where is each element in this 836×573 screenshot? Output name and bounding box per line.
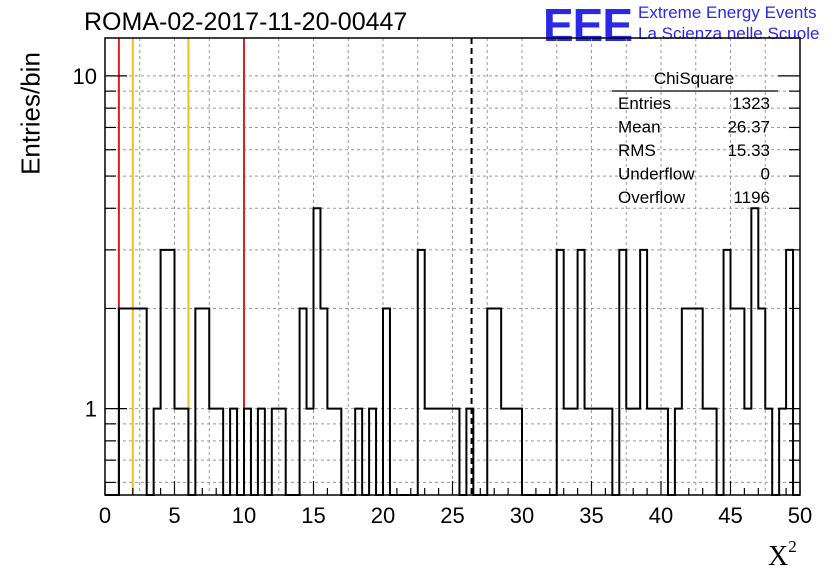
histogram-bin <box>383 308 390 495</box>
eee-logo: EEE <box>543 0 633 51</box>
grid-lines <box>105 38 800 495</box>
histogram-bin <box>682 308 689 495</box>
stats-label: RMS <box>618 141 656 160</box>
x-tick-label: 0 <box>99 503 111 528</box>
histogram-bin <box>557 250 564 495</box>
histogram-bin <box>758 308 765 495</box>
histogram-bin <box>737 308 744 495</box>
chart-title: ROMA-02-2017-11-20-00447 <box>84 8 408 36</box>
x-tick-label: 50 <box>788 503 812 528</box>
histogram-bin <box>119 308 126 495</box>
histogram-bin <box>140 308 147 495</box>
histogram-bin <box>751 208 758 495</box>
stats-value: 15.33 <box>727 141 770 160</box>
histogram-bin <box>640 250 647 495</box>
histogram-bin <box>786 250 793 495</box>
tick-labels: 0 5 10 15 20 25 30 35 40 45 50 1 10 <box>73 64 813 528</box>
histogram-bin <box>168 250 175 495</box>
x-tick-label: 10 <box>232 503 256 528</box>
histogram-bin <box>161 250 168 495</box>
y-tick-label: 10 <box>73 64 97 89</box>
x-axis-label: X2 <box>768 537 797 572</box>
stats-label: Mean <box>618 118 661 137</box>
x-tick-label: 45 <box>718 503 742 528</box>
stats-label: Underflow <box>618 165 695 184</box>
axis-ticks <box>104 75 801 495</box>
histogram-bin <box>487 308 494 495</box>
histogram-bin <box>494 308 501 495</box>
stats-value: 1323 <box>732 94 770 113</box>
stats-label: Entries <box>618 94 671 113</box>
histogram-bin <box>418 250 425 495</box>
histogram-bin <box>314 208 321 495</box>
logo-line-1: Extreme Energy Events <box>638 3 817 22</box>
x-tick-label: 35 <box>579 503 603 528</box>
histogram-bin <box>696 308 703 495</box>
y-tick-label: 1 <box>85 397 97 422</box>
histogram-bin <box>133 308 140 495</box>
histogram-bin <box>619 250 626 495</box>
x-tick-label: 30 <box>510 503 534 528</box>
histogram-bin <box>578 250 585 495</box>
histogram-bin <box>320 308 327 495</box>
histogram-bin <box>126 308 133 495</box>
histogram-bin <box>195 308 202 495</box>
x-tick-label: 5 <box>168 503 180 528</box>
x-tick-label: 15 <box>301 503 325 528</box>
stats-label: Overflow <box>618 188 686 207</box>
stats-value: 1196 <box>733 188 770 207</box>
stats-title: ChiSquare <box>654 69 734 88</box>
histogram-bin <box>300 308 307 495</box>
histogram-bin <box>731 308 738 495</box>
x-tick-label: 20 <box>371 503 395 528</box>
histogram-bin <box>689 308 696 495</box>
stats-value: 0 <box>761 165 770 184</box>
x-tick-label: 40 <box>649 503 673 528</box>
histogram-bin <box>202 308 209 495</box>
stats-box: ChiSquare Entries 1323 Mean 26.37 RMS 15.33 Und… <box>612 69 778 207</box>
stats-value: 26.37 <box>727 118 770 137</box>
x-tick-label: 25 <box>440 503 464 528</box>
histogram-bin <box>724 250 731 495</box>
